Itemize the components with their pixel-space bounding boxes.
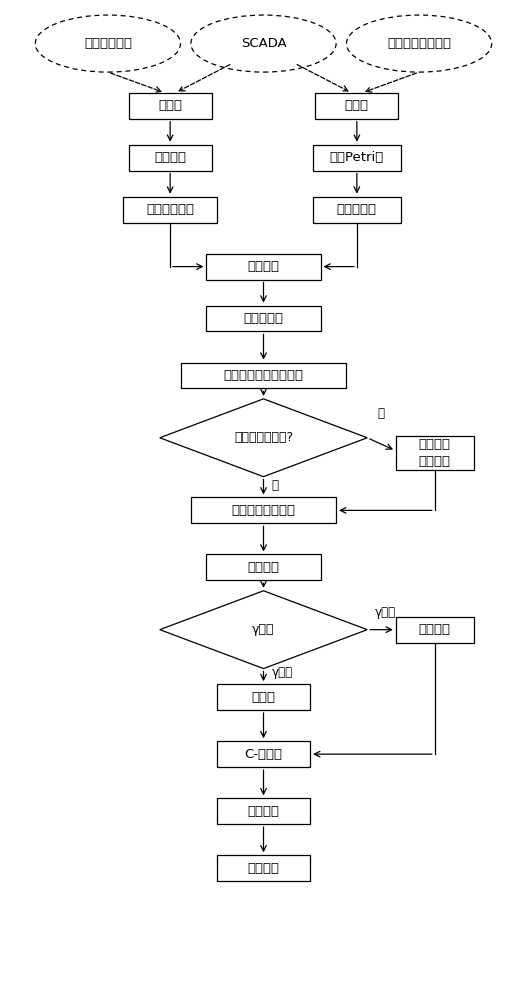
Text: 不确定度: 不确定度	[248, 260, 279, 273]
Text: 独立证据体: 独立证据体	[243, 312, 284, 325]
Text: 模糊故障度: 模糊故障度	[337, 203, 377, 216]
Text: 诊断结果: 诊断结果	[248, 862, 279, 875]
Bar	[129, 145, 212, 171]
Bar	[396, 617, 474, 643]
Text: 普通证据
合成规则: 普通证据 合成规则	[418, 438, 451, 468]
Polygon shape	[160, 591, 367, 669]
Text: 非故障类: 非故障类	[418, 623, 451, 636]
Text: 故障类: 故障类	[251, 691, 276, 704]
Text: 否: 否	[378, 407, 385, 420]
Text: 电气量: 电气量	[158, 99, 182, 112]
Bar	[207, 254, 320, 280]
Bar	[207, 306, 320, 331]
Text: 融合结果: 融合结果	[248, 561, 279, 574]
Text: 证据体是否冲突?: 证据体是否冲突?	[234, 431, 293, 444]
Text: γ较大: γ较大	[271, 666, 292, 679]
Text: 模糊Petri网: 模糊Petri网	[330, 151, 384, 164]
Bar	[207, 554, 320, 580]
Text: 开关量: 开关量	[345, 99, 369, 112]
Ellipse shape	[191, 15, 336, 72]
Text: 改进证据合成规则: 改进证据合成规则	[231, 504, 296, 517]
Bar	[396, 436, 474, 470]
Text: γ判定: γ判定	[252, 623, 275, 636]
Polygon shape	[160, 399, 367, 477]
Bar	[315, 93, 398, 119]
Bar	[217, 855, 310, 881]
Ellipse shape	[35, 15, 181, 72]
Text: SCADA: SCADA	[241, 37, 286, 50]
Text: 小波故障表征: 小波故障表征	[146, 203, 194, 216]
Text: 小波分析: 小波分析	[154, 151, 186, 164]
Bar	[217, 741, 310, 767]
Text: 诊断决策: 诊断决策	[248, 805, 279, 818]
Text: 是: 是	[271, 479, 278, 492]
Text: C-均值法: C-均值法	[245, 748, 282, 761]
Bar	[129, 93, 212, 119]
Bar	[123, 197, 217, 223]
Text: 故障录波系统: 故障录波系统	[84, 37, 132, 50]
Bar	[181, 363, 346, 388]
Text: 继电保护信息系统: 继电保护信息系统	[387, 37, 451, 50]
Text: γ较小: γ较小	[375, 606, 396, 619]
Bar	[313, 197, 401, 223]
Bar	[313, 145, 401, 171]
Bar	[217, 684, 310, 710]
Text: 确定证据体相对可信度: 确定证据体相对可信度	[223, 369, 304, 382]
Bar	[191, 497, 336, 523]
Bar	[217, 798, 310, 824]
Ellipse shape	[346, 15, 492, 72]
